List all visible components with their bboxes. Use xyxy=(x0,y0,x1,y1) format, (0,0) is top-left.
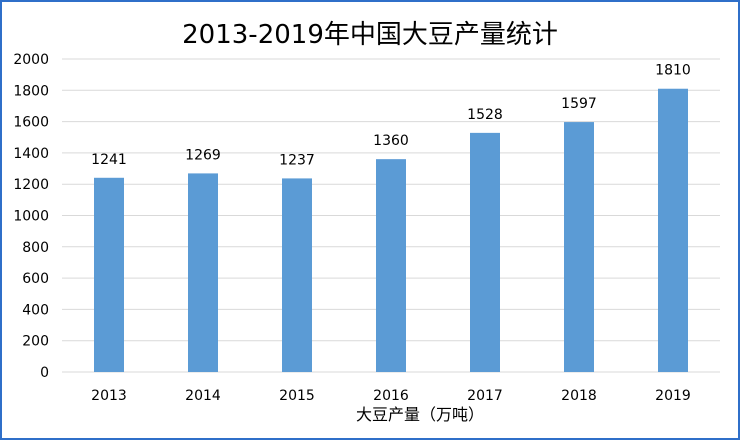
data-label: 1810 xyxy=(655,63,691,79)
data-label: 1597 xyxy=(561,96,597,112)
y-tick-label: 800 xyxy=(22,240,49,256)
data-label: 1237 xyxy=(279,152,315,168)
x-tick-label: 2016 xyxy=(373,388,409,404)
bar-2018 xyxy=(564,122,594,372)
y-tick-label: 0 xyxy=(40,365,49,381)
x-tick-label: 2017 xyxy=(467,388,503,404)
bars xyxy=(94,88,688,373)
x-tick-label: 2015 xyxy=(279,388,315,404)
y-tick-label: 200 xyxy=(22,334,49,350)
bar-2019 xyxy=(658,88,688,373)
x-tick-label: 2013 xyxy=(91,388,127,404)
data-label: 1528 xyxy=(467,107,503,123)
bar-2016 xyxy=(376,159,406,372)
data-label: 1241 xyxy=(91,152,127,168)
x-tick-label: 2018 xyxy=(561,388,597,404)
y-tick-label: 600 xyxy=(22,271,49,287)
x-tick-label: 2019 xyxy=(655,388,691,404)
y-tick-label: 1400 xyxy=(13,146,49,162)
y-tick-label: 1200 xyxy=(13,177,49,193)
x-tick-label: 2014 xyxy=(185,388,221,404)
y-tick-label: 400 xyxy=(22,302,49,318)
y-tick-label: 1000 xyxy=(13,209,49,225)
data-label: 1269 xyxy=(185,147,221,163)
chart-title: 2013-2019年中国大豆产量统计 xyxy=(182,20,558,50)
x-axis-ticks: 2013 2014 2015 2016 2017 2018 2019 xyxy=(91,388,691,404)
y-tick-label: 1800 xyxy=(13,83,49,99)
data-label: 1360 xyxy=(373,133,409,149)
bar-2014 xyxy=(188,173,218,372)
bar-2017 xyxy=(470,132,500,372)
y-tick-label: 1600 xyxy=(13,115,49,131)
bar-2013 xyxy=(94,177,124,372)
bar-2015 xyxy=(282,178,312,372)
y-tick-label: 2000 xyxy=(13,52,49,68)
data-labels: 1241 1269 1237 1360 1528 1597 1810 xyxy=(91,63,691,169)
x-axis-title: 大豆产量（万吨） xyxy=(356,405,484,424)
y-axis-ticks: 0 200 400 600 800 1000 1200 1400 1600 1800 2000 xyxy=(13,52,49,381)
